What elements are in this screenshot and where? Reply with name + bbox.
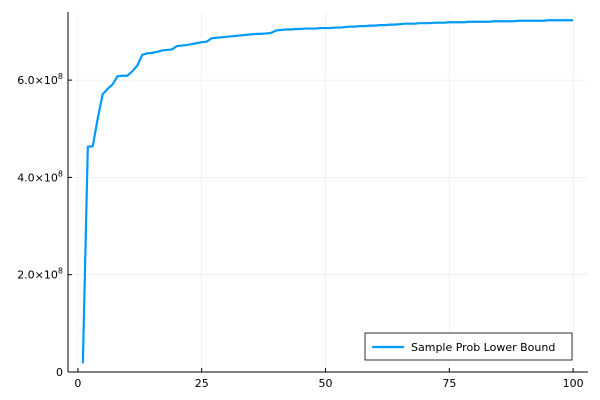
y-tick-exponent: 8 xyxy=(58,267,63,276)
y-tick-mantissa: 4.0×10 xyxy=(17,171,58,184)
grid-lines xyxy=(68,12,588,373)
x-tick-label: 0 xyxy=(74,377,81,390)
x-tick-label: 25 xyxy=(195,377,209,390)
legend: Sample Prob Lower Bound xyxy=(364,332,573,361)
tick-marks xyxy=(68,79,574,373)
x-tick-label: 100 xyxy=(563,377,584,390)
x-tick-label: 50 xyxy=(319,377,333,390)
axes xyxy=(67,12,588,373)
y-tick-mantissa: 2.0×10 xyxy=(17,269,58,282)
y-tick-label: 0 xyxy=(56,366,63,379)
x-tick-label: 75 xyxy=(442,377,456,390)
series-line xyxy=(81,19,574,364)
y-tick-exponent: 8 xyxy=(58,72,63,81)
y-tick-exponent: 8 xyxy=(58,169,63,178)
y-tick-label: 4.0×108 xyxy=(17,169,63,184)
series-group xyxy=(81,19,574,364)
y-tick-label: 6.0×108 xyxy=(17,72,63,87)
y-tick-mantissa: 6.0×10 xyxy=(17,74,58,87)
legend-label: Sample Prob Lower Bound xyxy=(411,341,555,354)
y-tick-mantissa: 0 xyxy=(56,366,63,379)
y-tick-label: 2.0×108 xyxy=(17,267,63,282)
